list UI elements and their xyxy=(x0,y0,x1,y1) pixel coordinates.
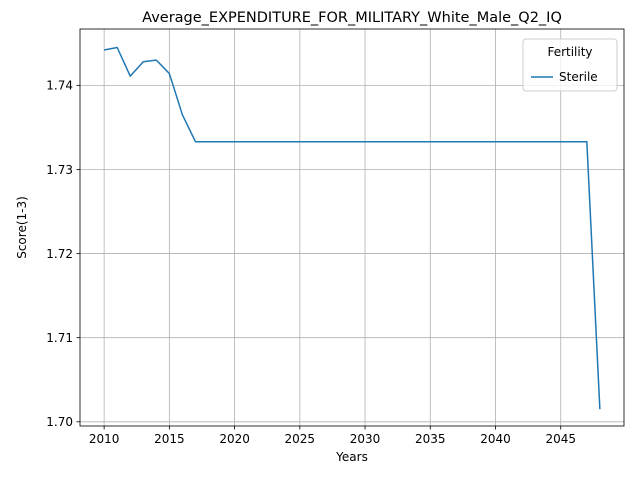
x-axis-label: Years xyxy=(335,450,368,464)
series-line-sterile xyxy=(103,46,601,410)
y-tick-label: 1.73 xyxy=(46,163,73,177)
plot-frame xyxy=(79,28,625,427)
grid xyxy=(80,29,624,426)
legend: Fertility Sterile xyxy=(522,38,618,92)
x-tick-label: 2020 xyxy=(219,432,250,446)
legend-box xyxy=(522,38,618,92)
x-axis-ticks: 2010 2015 2020 2025 2030 2035 2040 2045 xyxy=(89,426,576,446)
x-tick-label: 2040 xyxy=(480,432,511,446)
x-tick-label: 2010 xyxy=(89,432,120,446)
y-tick-label: 1.72 xyxy=(46,247,73,261)
y-tick-label: 1.71 xyxy=(46,331,73,345)
y-tick-label: 1.70 xyxy=(46,415,73,429)
legend-label-sterile: Sterile xyxy=(559,70,598,84)
y-axis-label: Score(1-3) xyxy=(15,196,29,259)
y-axis-ticks: 1.70 1.71 1.72 1.73 1.74 xyxy=(46,79,80,429)
x-tick-label: 2035 xyxy=(415,432,446,446)
x-tick-label: 2015 xyxy=(154,432,185,446)
x-tick-label: 2045 xyxy=(545,432,576,446)
chart-title: Average_EXPENDITURE_FOR_MILITARY_White_M… xyxy=(142,10,562,26)
series-layer xyxy=(103,46,601,410)
x-tick-label: 2030 xyxy=(350,432,381,446)
y-tick-label: 1.74 xyxy=(46,79,73,93)
x-tick-label: 2025 xyxy=(285,432,316,446)
legend-title: Fertility xyxy=(547,45,592,59)
